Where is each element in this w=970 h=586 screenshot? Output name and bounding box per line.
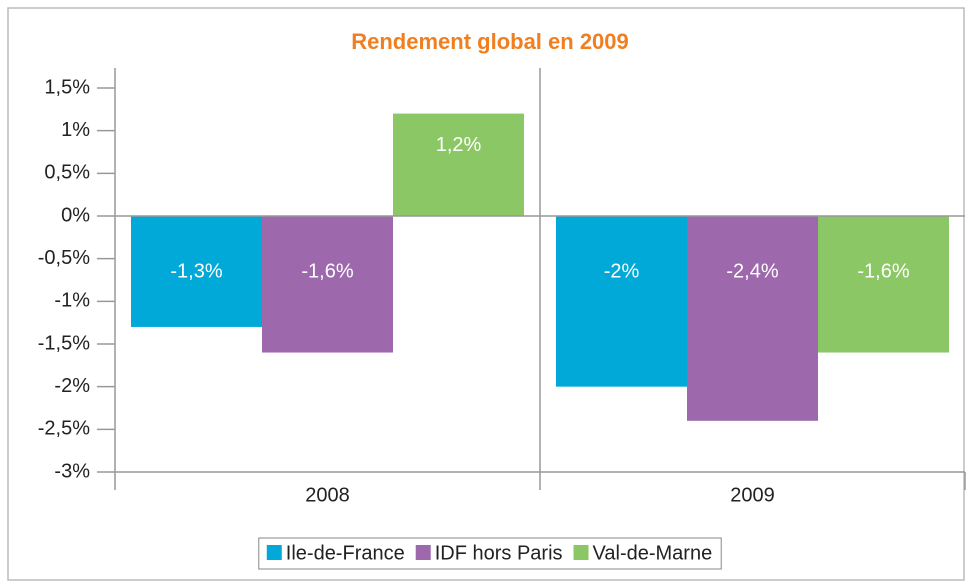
legend-swatch	[415, 545, 431, 560]
y-tick-label: -3%	[54, 460, 90, 482]
legend-box	[258, 537, 722, 570]
bar	[131, 216, 262, 327]
y-tick-label: 0,5%	[44, 162, 90, 184]
data-label: 1,2%	[436, 134, 482, 156]
legend-swatch	[266, 545, 282, 560]
bar	[687, 216, 818, 421]
y-tick-label: 1,5%	[44, 76, 90, 98]
y-tick-label: -2%	[54, 375, 90, 397]
data-label: -1,6%	[301, 260, 353, 282]
y-tick-label: -1%	[54, 290, 90, 312]
data-label: -1,6%	[857, 260, 909, 282]
y-tick-label: -1,5%	[38, 332, 90, 354]
legend-label: Ile-de-France	[286, 542, 405, 564]
data-label: -2,4%	[726, 260, 778, 282]
y-tick-label: 0%	[61, 204, 90, 226]
legend-swatch	[573, 545, 589, 560]
bar	[393, 113, 524, 216]
legend-label: Val-de-Marne	[593, 542, 713, 564]
bar	[818, 216, 949, 353]
y-tick-label: -2,5%	[38, 418, 90, 440]
bar	[556, 216, 687, 387]
data-label: -1,3%	[170, 260, 222, 282]
x-tick-label: 2009	[730, 484, 775, 506]
y-tick-label: -0,5%	[38, 247, 90, 269]
x-tick-label: 2008	[305, 484, 350, 506]
legend-label: IDF hors Paris	[435, 542, 563, 564]
bar	[262, 216, 393, 353]
y-tick-label: 1%	[61, 119, 90, 141]
chart-title: Rendement global en 2009	[351, 29, 629, 54]
data-label: -2%	[604, 260, 640, 282]
